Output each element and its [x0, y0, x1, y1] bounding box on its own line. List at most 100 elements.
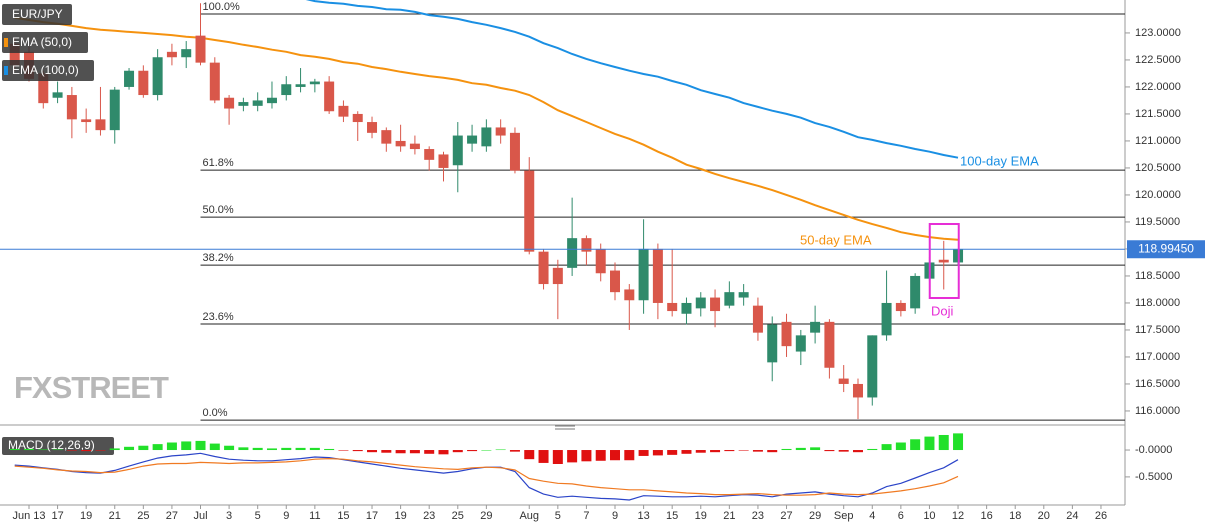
y-tick-label: 120.5000: [1135, 162, 1181, 174]
candle-body: [781, 321, 792, 347]
macd-histogram-bar: [309, 447, 320, 451]
candle-body: [652, 248, 663, 303]
last-price-box: [1127, 240, 1205, 259]
candle-body: [581, 238, 592, 252]
candle-body: [381, 130, 392, 144]
macd-y-tick-label: -0.5000: [1135, 471, 1172, 483]
macd-histogram-bar: [138, 445, 149, 451]
macd-histogram-bar: [467, 450, 478, 452]
macd-histogram-bar: [166, 442, 177, 451]
macd-histogram-bar: [381, 450, 392, 453]
candle-body: [695, 297, 706, 309]
x-tick-label: 23: [423, 510, 435, 522]
macd-histogram-bar: [638, 450, 649, 456]
x-tick-label: 24: [1066, 510, 1078, 522]
candle-body: [710, 297, 721, 312]
macd-histogram-bar: [152, 444, 163, 451]
candle-body: [838, 378, 849, 384]
legend-box: [2, 4, 72, 25]
macd-histogram-bar: [581, 450, 592, 462]
candle-body: [166, 51, 177, 58]
candle-body: [867, 335, 878, 398]
candle-body: [567, 238, 578, 268]
candle-body: [181, 49, 192, 58]
macd-histogram-bar: [224, 445, 235, 451]
x-tick-label: 19: [394, 510, 406, 522]
candle-body: [595, 248, 606, 274]
macd-histogram-bar: [281, 447, 292, 451]
candle-body: [324, 81, 335, 112]
x-tick-label: 5: [255, 510, 261, 522]
legend-box: [2, 60, 94, 81]
legend-swatch: [4, 66, 8, 75]
macd-histogram-bar: [738, 450, 749, 451]
candle-body: [66, 95, 77, 120]
macd-histogram-bar: [367, 450, 378, 453]
macd-histogram-bar: [552, 450, 563, 464]
y-tick-label: 122.0000: [1135, 81, 1181, 93]
macd-histogram-bar: [838, 450, 849, 452]
candle-body: [395, 140, 406, 147]
macd-histogram-bar: [752, 450, 763, 452]
candle-body: [495, 127, 506, 136]
fib-level-label: 100.0%: [203, 1, 241, 13]
ema-line: [305, 0, 959, 159]
doji-box: [928, 223, 960, 299]
x-tick-label: 25: [137, 510, 149, 522]
x-tick-label: Aug: [519, 510, 539, 522]
candle-body: [724, 292, 735, 306]
candle-body: [38, 73, 49, 104]
y-tick-label: 123.0000: [1135, 27, 1181, 39]
candle-body: [881, 302, 892, 336]
macd-histogram-bar: [509, 450, 520, 452]
candle-body: [295, 84, 306, 87]
macd-histogram-bar: [109, 448, 120, 451]
macd-histogram-bar: [681, 450, 692, 454]
candle-body: [895, 302, 906, 312]
macd-histogram-bar: [252, 447, 263, 451]
candle-body: [209, 62, 220, 101]
x-tick-label: 13: [637, 510, 649, 522]
macd-histogram-bar: [23, 448, 34, 451]
candle-body: [624, 289, 635, 301]
x-tick-label: 19: [80, 510, 92, 522]
x-tick-label: 6: [898, 510, 904, 522]
macd-histogram-bar: [495, 449, 506, 451]
legend-box: [2, 32, 88, 53]
macd-histogram-bar: [295, 447, 306, 451]
candle-body: [109, 89, 120, 131]
macd-histogram-bar: [852, 450, 863, 453]
macd-panel: MACD (12,26,9): [2, 433, 964, 501]
x-tick-label: 10: [923, 510, 935, 522]
candle-body: [252, 100, 263, 106]
y-tick-label: 121.5000: [1135, 108, 1181, 120]
legend-label: EMA (100,0): [12, 63, 79, 77]
y-tick-label: 117.5000: [1135, 324, 1180, 336]
fib-level-label: 23.6%: [203, 311, 234, 323]
macd-histogram-bar: [524, 450, 535, 460]
macd-histogram-bar: [452, 450, 463, 453]
watermark: FXSTREET: [14, 370, 169, 405]
candle-body: [481, 127, 492, 147]
macd-histogram-bar: [795, 447, 806, 451]
macd-histogram-bar: [610, 450, 621, 461]
macd-histogram-bar: [195, 440, 206, 451]
macd-histogram-bar: [710, 450, 721, 453]
ema-line: [14, 16, 959, 241]
legend-swatch: [4, 38, 8, 47]
candle-body: [852, 383, 863, 398]
x-tick-label: Jun 13: [12, 510, 45, 522]
macd-histogram-bar: [724, 450, 735, 452]
x-tick-label: 9: [283, 510, 289, 522]
candle-body: [752, 305, 763, 333]
x-tick-label: 29: [809, 510, 821, 522]
macd-histogram-bar: [953, 433, 964, 451]
x-tick-label: 25: [452, 510, 464, 522]
x-tick-label: 27: [166, 510, 178, 522]
legend-label: EMA (50,0): [12, 35, 72, 49]
x-tick-label: 5: [555, 510, 561, 522]
macd-histogram-bar: [395, 450, 406, 454]
candle-body: [152, 57, 163, 96]
